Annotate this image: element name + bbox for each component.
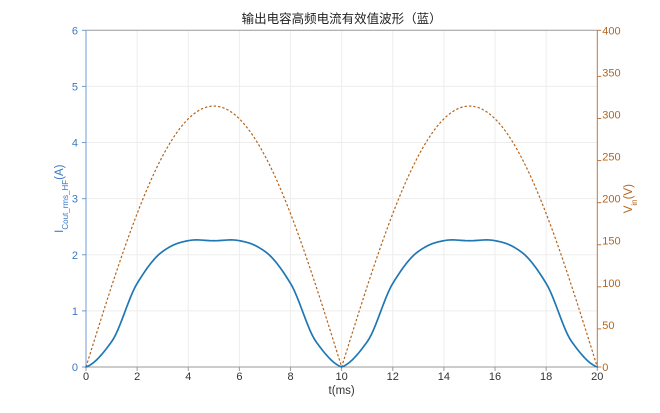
svg-text:50: 50 [602,320,614,332]
svg-text:5: 5 [72,81,78,93]
svg-text:1: 1 [72,306,78,318]
svg-text:0: 0 [602,362,608,374]
svg-text:18: 18 [540,371,552,383]
svg-text:输出电容高频电流有效值波形（蓝）: 输出电容高频电流有效值波形（蓝） [242,11,442,26]
svg-text:14: 14 [438,371,450,383]
svg-text:200: 200 [602,194,620,206]
svg-text:150: 150 [602,236,620,248]
svg-text:12: 12 [387,371,399,383]
svg-text:t(ms): t(ms) [329,385,355,397]
svg-text:0: 0 [72,362,78,374]
svg-text:350: 350 [602,67,620,79]
svg-text:4: 4 [185,371,191,383]
svg-text:0: 0 [83,371,89,383]
svg-text:400: 400 [602,25,620,37]
svg-text:4: 4 [72,138,78,150]
svg-text:300: 300 [602,109,620,121]
svg-text:2: 2 [134,371,140,383]
svg-text:6: 6 [236,371,242,383]
svg-text:10: 10 [336,371,348,383]
svg-text:100: 100 [602,278,620,290]
svg-text:3: 3 [72,194,78,206]
svg-text:8: 8 [287,371,293,383]
svg-text:16: 16 [489,371,501,383]
svg-text:6: 6 [72,25,78,37]
svg-text:2: 2 [72,250,78,262]
svg-text:250: 250 [602,152,620,164]
